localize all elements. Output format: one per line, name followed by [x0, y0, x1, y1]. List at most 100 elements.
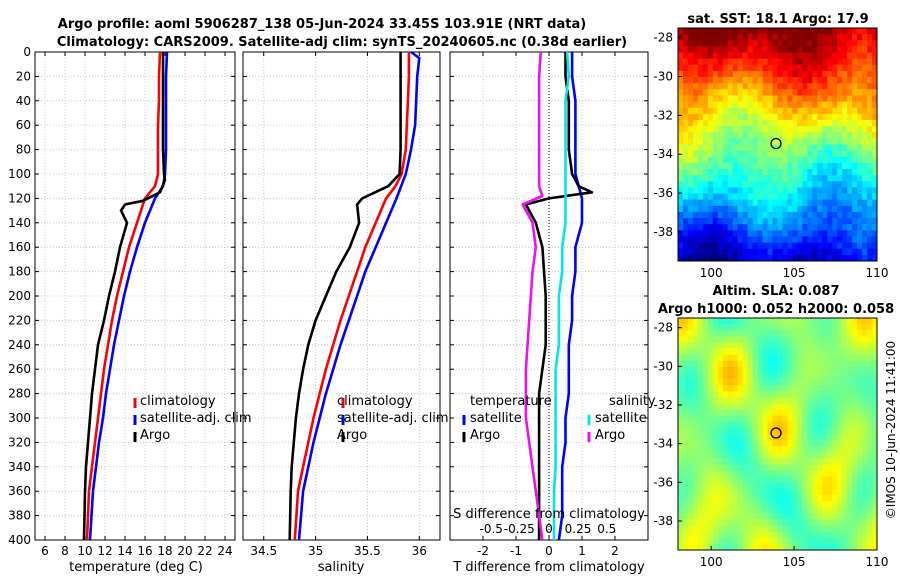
map-cell [812, 458, 818, 466]
map-cell [752, 28, 759, 35]
map-cell [752, 248, 759, 256]
map-cell [822, 77, 828, 84]
map-cell [757, 348, 764, 356]
map-cell [782, 452, 788, 459]
map-cell [852, 40, 858, 47]
map-cell [692, 379, 699, 386]
map-cell [787, 230, 793, 237]
map-cell [722, 543, 729, 551]
map-cell [832, 187, 838, 195]
map-cell [827, 89, 833, 96]
map-cell [707, 507, 714, 514]
map-cell [762, 77, 769, 84]
map-cell [687, 175, 694, 182]
map-cell [867, 175, 873, 182]
map-cell [712, 525, 719, 533]
map-cell [802, 385, 808, 392]
map-cell [752, 379, 759, 386]
map-cell [772, 193, 778, 201]
map-cell [792, 440, 798, 447]
map-cell [852, 543, 858, 551]
map-cell [842, 488, 848, 496]
map-cell [747, 409, 754, 417]
map-cell [862, 169, 868, 176]
map-cell [812, 144, 818, 152]
map-cell [847, 531, 853, 539]
map-cell [757, 205, 764, 213]
map-cell [747, 34, 754, 41]
map-cell [797, 46, 803, 54]
map-cell [692, 458, 699, 466]
map-cell [732, 77, 739, 84]
map-cell [857, 507, 863, 514]
map-cell [767, 101, 774, 109]
map-cell [797, 70, 803, 78]
map-cell [802, 89, 808, 96]
map-cell [762, 248, 769, 256]
map-cell [757, 254, 764, 262]
map-cell [842, 218, 848, 225]
map-cell [752, 52, 759, 60]
map-cell [752, 254, 759, 262]
map-cell [827, 397, 833, 404]
map-cell [812, 52, 818, 60]
map-cell [682, 52, 689, 60]
map-cell [862, 77, 868, 84]
map-cell [862, 254, 868, 262]
map-cell [817, 119, 823, 127]
map-cell [752, 434, 759, 441]
map-cell [807, 360, 813, 368]
map-cell [852, 230, 858, 237]
map-cell [757, 415, 764, 423]
map-cell [787, 458, 793, 466]
map-cell [812, 397, 818, 404]
map-cell [872, 379, 878, 386]
map-cell [792, 403, 798, 411]
map-cell [757, 236, 764, 244]
map-cell [792, 126, 798, 133]
map-cell [692, 211, 699, 219]
map-cell [842, 150, 848, 158]
map-cell [727, 77, 734, 84]
map-cell [697, 537, 704, 545]
map-cell [747, 193, 754, 201]
map-cell [812, 427, 818, 435]
map-cell [812, 318, 818, 325]
map-cell [717, 199, 724, 207]
map-cell [737, 495, 744, 502]
map-x-tick-label: 110 [866, 266, 889, 280]
map-cell [822, 434, 828, 441]
map-cell [678, 46, 684, 54]
map-cell [822, 52, 828, 60]
map-cell [782, 83, 788, 90]
map-cell [792, 199, 798, 207]
map-cell [757, 446, 764, 453]
map-cell [747, 248, 754, 256]
map-cell [777, 175, 783, 182]
map-cell [837, 156, 843, 164]
map-cell [742, 470, 749, 478]
map-cell [812, 236, 818, 244]
map-cell [872, 58, 878, 66]
map-cell [752, 107, 759, 115]
map-cell [687, 482, 694, 490]
map-cell [862, 427, 868, 435]
map-cell [712, 385, 719, 392]
map-cell [702, 40, 709, 47]
map-cell [752, 230, 759, 237]
map-cell [732, 427, 739, 435]
map-cell [847, 156, 853, 164]
map-cell [787, 421, 793, 429]
map-cell [762, 507, 769, 514]
map-cell [697, 156, 704, 164]
map-cell [777, 421, 783, 429]
map-cell [842, 58, 848, 66]
map-cell [712, 132, 719, 139]
map-cell [707, 366, 714, 374]
map-cell [817, 470, 823, 478]
map-cell [722, 366, 729, 374]
map-cell [787, 187, 793, 195]
map-cell [697, 199, 704, 207]
map-cell [832, 218, 838, 225]
map-cell [747, 224, 754, 231]
